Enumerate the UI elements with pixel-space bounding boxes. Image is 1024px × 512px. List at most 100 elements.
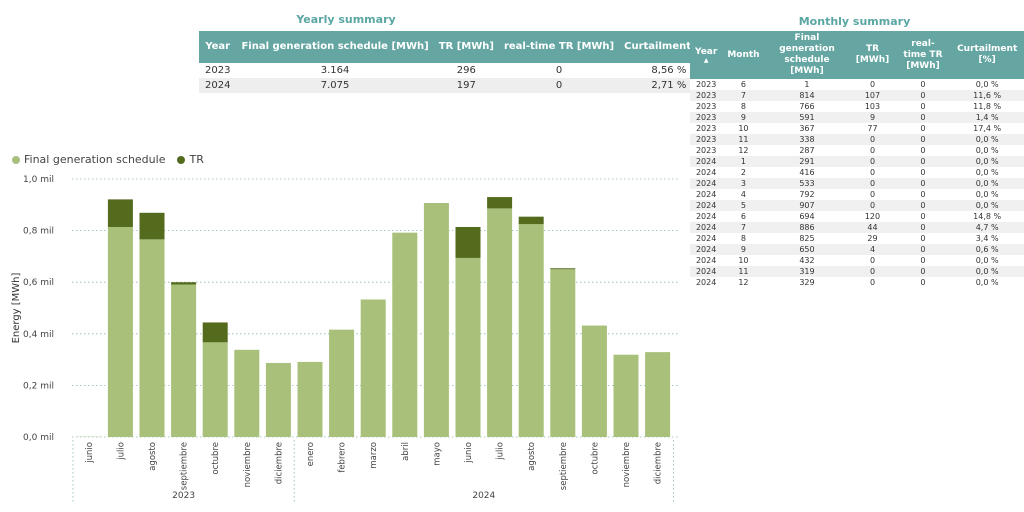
table-cell: 0 bbox=[895, 255, 951, 266]
table-cell: 0,0 % bbox=[950, 79, 1024, 90]
table-cell: 2024 bbox=[690, 277, 723, 288]
bar-final-generation bbox=[107, 226, 133, 437]
table-cell: 2 bbox=[722, 167, 765, 178]
table-cell: 11,8 % bbox=[950, 101, 1024, 112]
table-cell: 0 bbox=[895, 112, 951, 123]
table-cell: 2024 bbox=[690, 266, 723, 277]
table-cell: 11,6 % bbox=[950, 90, 1024, 101]
x-tick-label: noviembre bbox=[622, 442, 632, 487]
table-cell: 0 bbox=[895, 101, 951, 112]
table-cell: 319 bbox=[764, 266, 850, 277]
table-cell: 0 bbox=[895, 79, 951, 90]
table-row: 2023 9 591 9 0 1,4 % bbox=[690, 112, 1024, 123]
sort-ascending-icon[interactable]: ▲ bbox=[703, 56, 709, 64]
bar-final-generation bbox=[645, 352, 671, 437]
table-cell: 2024 bbox=[690, 255, 723, 266]
table-cell: 4 bbox=[722, 189, 765, 200]
table-cell: 0 bbox=[895, 134, 951, 145]
x-tick-label: julio bbox=[116, 442, 126, 461]
table-cell: 9 bbox=[722, 112, 765, 123]
y-tick-label: 0,6 mil bbox=[23, 278, 54, 288]
monthly-header-0[interactable]: Year ▲ bbox=[690, 31, 723, 79]
table-cell: 329 bbox=[764, 277, 850, 288]
bar-final-generation bbox=[550, 269, 576, 437]
table-cell: 0,0 % bbox=[950, 145, 1024, 156]
table-cell: 0 bbox=[849, 167, 896, 178]
table-cell: 0 bbox=[895, 145, 951, 156]
y-tick-label: 0,2 mil bbox=[23, 381, 54, 391]
bar-tr bbox=[487, 197, 513, 209]
legend-label-tr: TR bbox=[189, 153, 204, 166]
legend-swatch-tr bbox=[177, 155, 186, 164]
monthly-header-1[interactable]: Month bbox=[722, 31, 765, 79]
table-row: 2024 12 329 0 0 0,0 % bbox=[690, 277, 1024, 288]
table-cell: 2023 bbox=[199, 63, 237, 78]
yearly-header-2[interactable]: TR [MWh] bbox=[433, 31, 499, 63]
table-cell: 1 bbox=[722, 156, 765, 167]
yearly-header-1[interactable]: Final generation schedule [MWh] bbox=[236, 31, 434, 63]
bar-final-generation bbox=[329, 329, 355, 437]
bar-final-generation bbox=[171, 284, 197, 437]
table-cell: 9 bbox=[722, 244, 765, 255]
table-cell: 2023 bbox=[690, 101, 723, 112]
bar-tr bbox=[550, 268, 576, 270]
table-cell: 12 bbox=[722, 277, 765, 288]
y-tick-label: 0,8 mil bbox=[23, 227, 54, 237]
y-tick-label: 1,0 mil bbox=[23, 175, 54, 185]
table-cell: 0 bbox=[895, 233, 951, 244]
table-cell: 0 bbox=[895, 178, 951, 189]
table-cell: 7 bbox=[722, 222, 765, 233]
table-row: 2023 10 367 77 0 17,4 % bbox=[690, 123, 1024, 134]
bar-final-generation bbox=[487, 208, 513, 437]
table-cell: 2023 bbox=[690, 134, 723, 145]
bar-final-generation bbox=[581, 325, 607, 437]
table-cell: 2023 bbox=[690, 90, 723, 101]
table-cell: 10 bbox=[722, 123, 765, 134]
monthly-header-3[interactable]: TR [MWh] bbox=[849, 31, 896, 79]
yearly-header-0[interactable]: Year bbox=[199, 31, 237, 63]
table-cell: 0 bbox=[849, 255, 896, 266]
bar-tr bbox=[518, 216, 544, 225]
x-tick-label: agosto bbox=[148, 442, 158, 471]
table-cell: 296 bbox=[433, 63, 499, 78]
monthly-header-4[interactable]: real-time TR [MWh] bbox=[895, 31, 951, 79]
table-cell: 0 bbox=[895, 277, 951, 288]
table-cell: 44 bbox=[849, 222, 896, 233]
y-tick-label: 0,4 mil bbox=[23, 330, 54, 340]
table-cell: 0 bbox=[895, 222, 951, 233]
x-tick-label: agosto bbox=[527, 442, 537, 471]
table-cell: 814 bbox=[764, 90, 850, 101]
bar-tr bbox=[139, 212, 165, 240]
yearly-summary-title: Yearly summary bbox=[296, 13, 396, 26]
bar-final-generation bbox=[518, 224, 544, 437]
x-tick-label: mayo bbox=[432, 442, 442, 466]
table-cell: 2024 bbox=[690, 222, 723, 233]
table-cell: 2024 bbox=[690, 167, 723, 178]
x-tick-label: octubre bbox=[211, 442, 221, 475]
table-cell: 0,6 % bbox=[950, 244, 1024, 255]
table-cell: 766 bbox=[764, 101, 850, 112]
table-cell: 17,4 % bbox=[950, 123, 1024, 134]
table-cell: 0 bbox=[895, 266, 951, 277]
table-row: 2024 4 792 0 0 0,0 % bbox=[690, 189, 1024, 200]
bar-final-generation bbox=[360, 299, 386, 437]
monthly-header-2[interactable]: Final generation schedule [MWh] bbox=[764, 31, 850, 79]
monthly-summary-table: Year ▲ Month Final generation schedule [MWh… bbox=[690, 31, 1024, 288]
bar-final-generation bbox=[613, 354, 639, 437]
table-cell: 792 bbox=[764, 189, 850, 200]
table-row: 2024 1 291 0 0 0,0 % bbox=[690, 156, 1024, 167]
table-cell: 197 bbox=[433, 78, 499, 93]
table-cell: 694 bbox=[764, 211, 850, 222]
table-cell: 0,0 % bbox=[950, 156, 1024, 167]
table-cell: 4 bbox=[849, 244, 896, 255]
table-cell: 0,0 % bbox=[950, 200, 1024, 211]
monthly-header-5[interactable]: Curtailment [%] bbox=[950, 31, 1024, 79]
x-tick-label: abril bbox=[401, 442, 411, 461]
table-cell: 2024 bbox=[690, 156, 723, 167]
legend-swatch-final-generation bbox=[12, 155, 20, 164]
bar-final-generation bbox=[265, 362, 291, 437]
bar-tr bbox=[171, 282, 197, 285]
bar-final-generation bbox=[455, 257, 481, 437]
table-cell: 4,7 % bbox=[950, 222, 1024, 233]
yearly-header-3[interactable]: real-time TR [MWh] bbox=[498, 31, 620, 63]
